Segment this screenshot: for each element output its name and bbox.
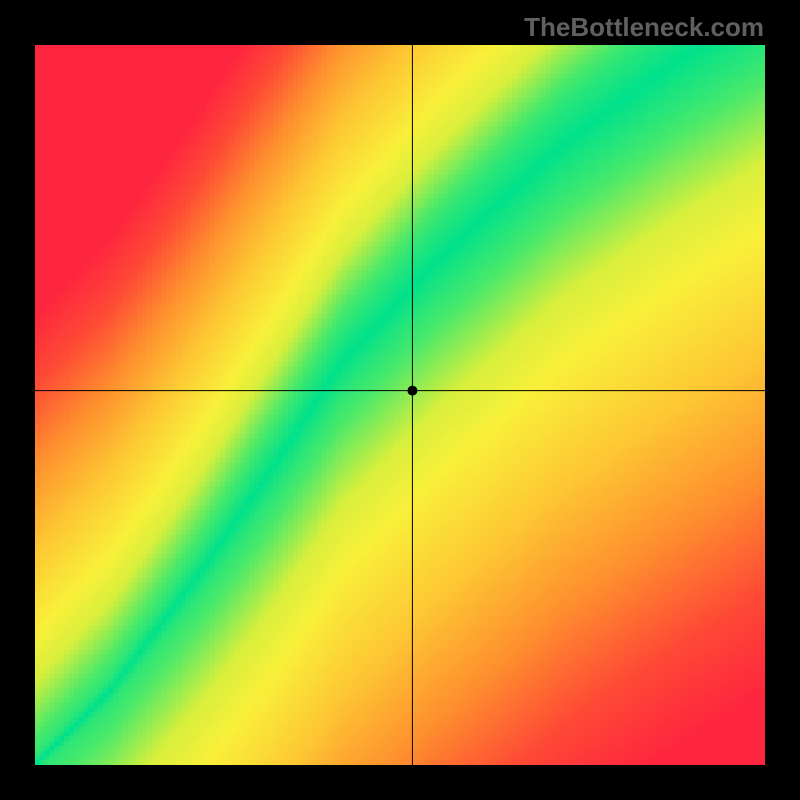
bottleneck-heatmap xyxy=(35,45,765,765)
chart-container: TheBottleneck.com xyxy=(0,0,800,800)
watermark-text: TheBottleneck.com xyxy=(524,12,764,43)
